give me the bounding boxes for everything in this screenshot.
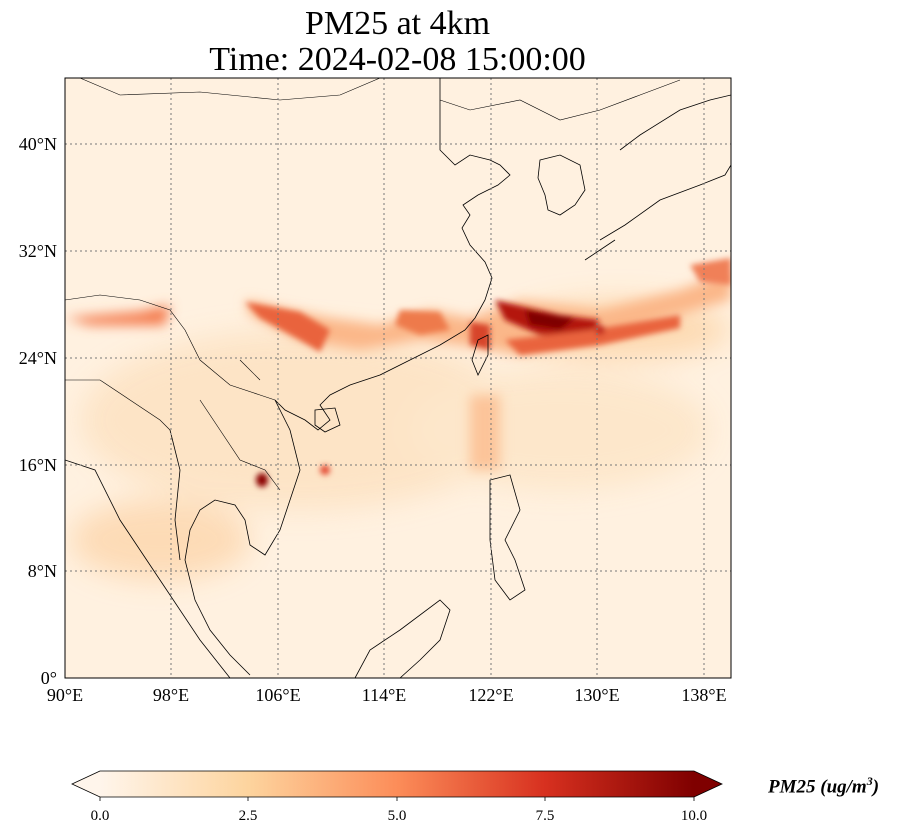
lon-tick-138e: 138°E: [681, 685, 726, 705]
colorbar-tick-1: 2.5: [239, 808, 258, 824]
lon-tick-98e: 98°E: [153, 685, 189, 705]
title-line-1: PM25 at 4km: [304, 5, 491, 42]
colorbar-max-extend: [694, 771, 722, 797]
colorbar-tick-3: 7.5: [536, 808, 555, 824]
lat-tick-16n: 16°N: [19, 455, 57, 475]
map-frame: [64, 77, 732, 679]
lat-tick-24n: 24°N: [19, 348, 57, 368]
lon-tick-122e: 122°E: [468, 685, 513, 705]
lon-tick-114e: 114°E: [362, 685, 407, 705]
lat-tick-8n: 8°N: [28, 561, 57, 581]
colorbar-label-sup: 3: [866, 774, 873, 788]
lat-tick-labels: 0° 8°N 16°N 24°N 32°N 40°N: [19, 134, 57, 688]
colorbar-label-text: PM25 (ug/m: [768, 776, 867, 798]
colorbar-gradient: [100, 771, 694, 797]
colorbar-label-close: ): [872, 776, 880, 798]
graticule: [65, 78, 731, 678]
lon-tick-106e: 106°E: [255, 685, 300, 705]
lat-tick-40n: 40°N: [19, 134, 57, 154]
colorbar-label: PM25 (ug/m3): [768, 774, 879, 798]
colorbar-tick-4: 10.0: [681, 808, 707, 824]
colorbar: 0.0 2.5 5.0 7.5 10.0: [71, 770, 723, 824]
lat-tick-32n: 32°N: [19, 241, 57, 261]
colorbar-min-extend: [72, 771, 100, 797]
lat-tick-0: 0°: [41, 668, 57, 688]
title-line-2: Time: 2024-02-08 15:00:00: [209, 41, 586, 78]
lon-tick-130e: 130°E: [574, 685, 619, 705]
colorbar-tick-2: 5.0: [388, 808, 407, 824]
coastlines: [65, 78, 731, 678]
lon-tick-labels: 90°E 98°E 106°E 114°E 122°E 130°E 138°E: [47, 685, 727, 705]
colorbar-tick-0: 0.0: [91, 808, 110, 824]
lon-tick-90e: 90°E: [47, 685, 83, 705]
